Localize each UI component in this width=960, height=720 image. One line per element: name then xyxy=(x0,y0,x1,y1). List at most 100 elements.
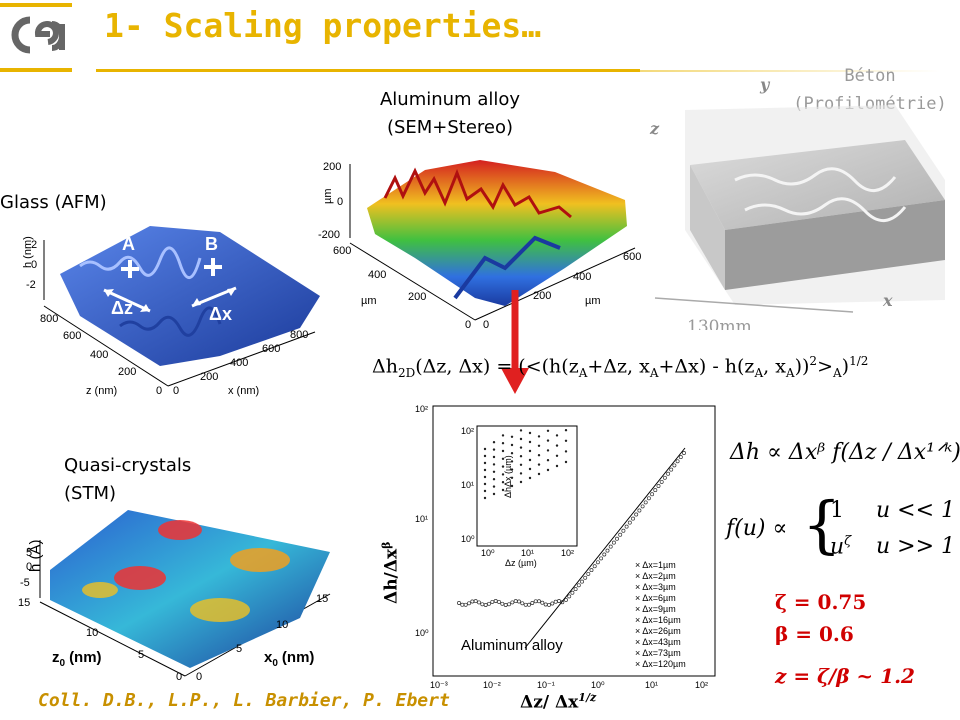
inset-xlabel: Δz (µm) xyxy=(505,558,537,568)
inset-marker xyxy=(501,434,505,437)
inset-marker xyxy=(519,463,523,466)
collapse-x-tick-5: 10¹ xyxy=(645,680,658,690)
f-brace: { xyxy=(802,488,842,561)
inset-marker xyxy=(483,468,487,472)
collapse-marker xyxy=(672,463,677,468)
dh2d-sub: 2D xyxy=(397,366,416,381)
inset-x-tick-3: 10² xyxy=(561,548,574,558)
aluminum-y-unit: µm xyxy=(585,295,601,307)
quasi-z-tick-3: 0 xyxy=(176,671,182,683)
collapse-xlabel: Δz/ Δx1/z xyxy=(520,691,596,713)
glass-z-tick-3: -2 xyxy=(26,279,36,291)
inset-marker xyxy=(555,464,559,468)
collapse-marker xyxy=(592,564,597,569)
legend-entry: × Δx=6µm xyxy=(635,593,676,603)
glass-zaxis-label: z (nm) xyxy=(86,385,117,397)
collapse-marker xyxy=(608,544,613,549)
quasi-title: Quasi-crystals (STM) xyxy=(64,452,191,508)
glass-xaxis-label: x (nm) xyxy=(228,385,259,397)
inset-marker xyxy=(501,481,505,484)
beton-title-line1: Béton xyxy=(844,66,896,86)
f-case1-cond: u << 1 xyxy=(876,498,956,523)
collapse-marker xyxy=(573,587,578,592)
glass-zaxis-tick-4: 200 xyxy=(118,366,136,378)
quasi-h-tick-3: -5 xyxy=(20,577,30,589)
glass-title: Glass (AFM) xyxy=(0,192,107,213)
glass-surface-plot: A B Δz Δx 2 0 -2 h (nm) 800 600 400 200 … xyxy=(22,226,320,397)
dh2d-p3: , x xyxy=(763,355,786,378)
inset-marker xyxy=(528,440,532,444)
beton-axis-z: z xyxy=(649,119,660,138)
collapse-marker xyxy=(656,484,661,488)
aluminum-y-tick-2: 200 xyxy=(533,290,551,302)
collapse-marker xyxy=(570,590,575,595)
collapse-plot: Aluminum alloy 10² 10¹ 10⁰ 10⁻³ 10⁻² 10⁻… xyxy=(395,398,720,698)
collapse-marker xyxy=(510,600,515,605)
inset-marker xyxy=(537,463,541,466)
inset-marker xyxy=(492,441,496,444)
inset-marker xyxy=(483,482,487,486)
aluminum-x-tick-3: 200 xyxy=(408,291,426,303)
glass-cross-a xyxy=(121,260,139,278)
collapse-x-tick-6: 10² xyxy=(695,680,708,690)
red-down-arrow xyxy=(501,290,529,394)
collapse-marker xyxy=(473,599,478,604)
inset-marker xyxy=(483,447,487,451)
inset-marker xyxy=(546,459,550,462)
aluminum-title: Aluminum alloy (SEM+Stereo) xyxy=(360,86,540,142)
inset-marker xyxy=(519,480,523,484)
aluminum-z-tick-3: -200 xyxy=(318,229,340,241)
collapse-marker xyxy=(507,602,511,607)
inset-marker xyxy=(519,455,523,458)
inset-ylabel: ΔhΔx (µm) xyxy=(503,455,513,498)
glass-xaxis-tick-2: 200 xyxy=(200,371,218,383)
dh2d-a5: A xyxy=(832,366,842,381)
collapse-marker xyxy=(662,475,667,480)
scaling-formula: Δh ∝ Δxᵝ f(Δz / Δx¹ᐟᵏ) xyxy=(730,440,960,465)
quasi-title-line1: Quasi-crystals xyxy=(64,455,192,476)
collapse-marker xyxy=(615,536,619,541)
inset-marker xyxy=(555,434,559,437)
dh2d-a3: A xyxy=(754,366,764,381)
f-formula: f(u) ∝ { 1 u << 1 uζ u >> 1 xyxy=(726,490,956,566)
collapse-marker xyxy=(589,568,594,573)
inset-marker xyxy=(519,429,523,432)
quasi-x-label: x0 (nm) xyxy=(264,649,314,669)
collapse-marker xyxy=(547,602,551,607)
inset-marker xyxy=(546,449,550,452)
collapse-marker xyxy=(627,520,632,525)
collapse-marker xyxy=(666,471,671,476)
collapse-marker xyxy=(637,508,642,513)
dh2d-p1: +Δz, x xyxy=(587,355,650,378)
dh2d-formula: Δh2D(Δz, Δx) = (<(h(zA+Δz, xA+Δx) - h(zA… xyxy=(372,354,868,380)
dh2d-half: 1/2 xyxy=(849,354,869,368)
collapse-fit-line xyxy=(524,447,686,649)
quasi-h-tick-2: 0 xyxy=(26,561,32,573)
dh2d-args: (Δz, Δx) = (<(h(z xyxy=(415,355,579,378)
aluminum-title-line1: Aluminum alloy xyxy=(379,89,521,110)
aluminum-surface-plot: 200 0 -200 µm 600 400 200 0 0 200 400 60… xyxy=(318,160,641,331)
collapse-marker xyxy=(457,601,461,605)
glass-point-b: B xyxy=(205,234,218,254)
collapse-marker xyxy=(500,601,505,606)
collapse-marker xyxy=(530,601,535,605)
inset-marker xyxy=(528,458,532,462)
collapse-marker xyxy=(605,548,610,553)
legend-entry: × Δx=3µm xyxy=(635,582,676,592)
beton-axis-x: x xyxy=(882,291,893,310)
legend-entry: × Δx=9µm xyxy=(635,604,676,614)
beton-surface-image: y z x 130mm xyxy=(649,75,945,330)
quasi-title-line2: (STM) xyxy=(64,483,116,504)
inset-marker xyxy=(501,457,505,460)
collapse-y-tick-2: 10¹ xyxy=(415,514,428,524)
aluminum-x-tick-2: 400 xyxy=(368,269,386,281)
collapse-marker xyxy=(567,594,572,599)
glass-z-tick-2: 0 xyxy=(31,259,37,271)
f-case2-cond: u >> 1 xyxy=(876,534,956,559)
inset-marker xyxy=(510,476,514,479)
quasi-z-label: z0 (nm) xyxy=(52,649,102,669)
inset-marker xyxy=(555,454,559,457)
glass-z-tick-1: 2 xyxy=(31,239,37,251)
aluminum-y-tick-4: 600 xyxy=(623,251,641,263)
inset-marker xyxy=(492,455,496,459)
